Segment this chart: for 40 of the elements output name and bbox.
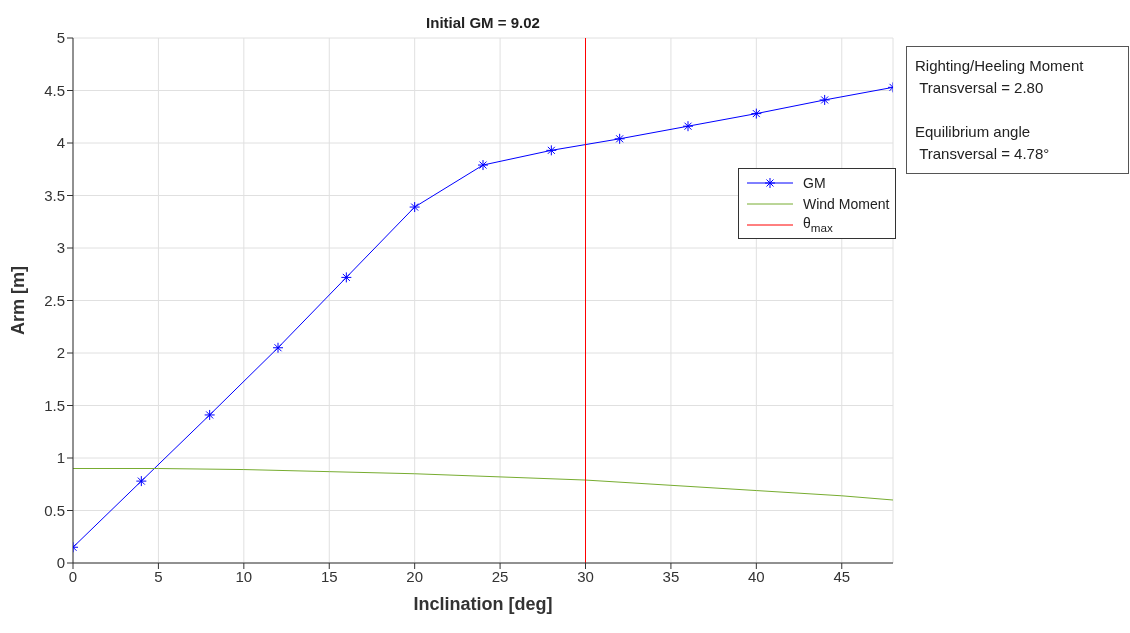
x-tick-label: 30 [577, 567, 594, 585]
point [272, 342, 284, 354]
y-tick-label: 3.5 [44, 186, 65, 204]
y-axis-title: Arm [m] [8, 265, 29, 336]
y-tick-label: 1.5 [44, 396, 65, 414]
x-axis-title: Inclination [deg] [413, 594, 553, 614]
point [135, 475, 147, 487]
text: Righting/Heeling Moment Transversal = 2.80 Equilibrium angle Transversal = 4.78° [915, 57, 1084, 162]
point [614, 133, 626, 145]
x-tick-label: 40 [747, 567, 765, 585]
y-tick-label: 0.5 [44, 501, 65, 519]
x-tick-label: 5 [154, 567, 163, 585]
y-tick-label: 2.5 [44, 291, 65, 309]
legend-label: Wind Moment [803, 195, 890, 212]
legend-label: θ$_{max}$ [803, 215, 833, 234]
y-tick-label: 4 [56, 134, 65, 152]
legend-label: GM [803, 174, 826, 191]
x-tick-label: 25 [491, 567, 509, 585]
x-tick-label: 0 [68, 567, 78, 585]
point [477, 159, 489, 171]
x-tick-label: 10 [235, 567, 253, 585]
point [409, 201, 421, 213]
x-tick-label: 15 [320, 567, 338, 585]
point [204, 409, 216, 421]
point [750, 108, 762, 120]
y-tick-label: 3 [56, 239, 65, 257]
x-tick-label: 35 [662, 567, 680, 585]
line-series [73, 468, 893, 501]
point [682, 120, 694, 132]
point [340, 271, 352, 283]
y-tick-label: 4.5 [44, 81, 65, 99]
y-tick-label: 5 [56, 29, 65, 47]
y-tick-label: 2 [56, 344, 65, 362]
point [545, 144, 557, 156]
y-tick-label: 1 [56, 449, 65, 467]
point [819, 94, 831, 106]
y-tick-label: 0 [56, 554, 65, 572]
x-tick-label: 20 [406, 567, 424, 585]
chart-title: Initial GM = 9.02 [425, 14, 541, 31]
x-tick-label: 45 [833, 567, 851, 585]
